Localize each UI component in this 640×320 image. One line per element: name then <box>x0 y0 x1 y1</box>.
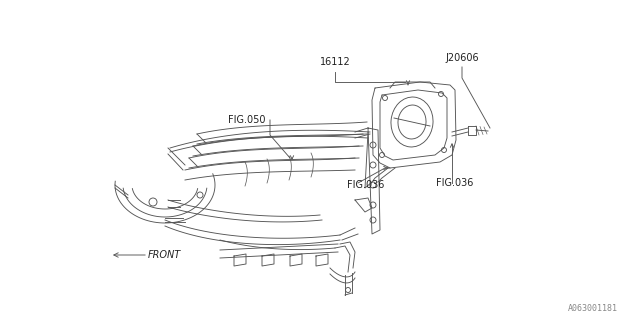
Text: FIG.036: FIG.036 <box>347 180 385 190</box>
Text: FRONT: FRONT <box>148 250 181 260</box>
Text: FIG.050: FIG.050 <box>228 115 266 125</box>
Text: A063001181: A063001181 <box>568 304 618 313</box>
Text: 16112: 16112 <box>319 57 350 67</box>
Text: FIG.036: FIG.036 <box>436 178 474 188</box>
Text: J20606: J20606 <box>445 53 479 63</box>
